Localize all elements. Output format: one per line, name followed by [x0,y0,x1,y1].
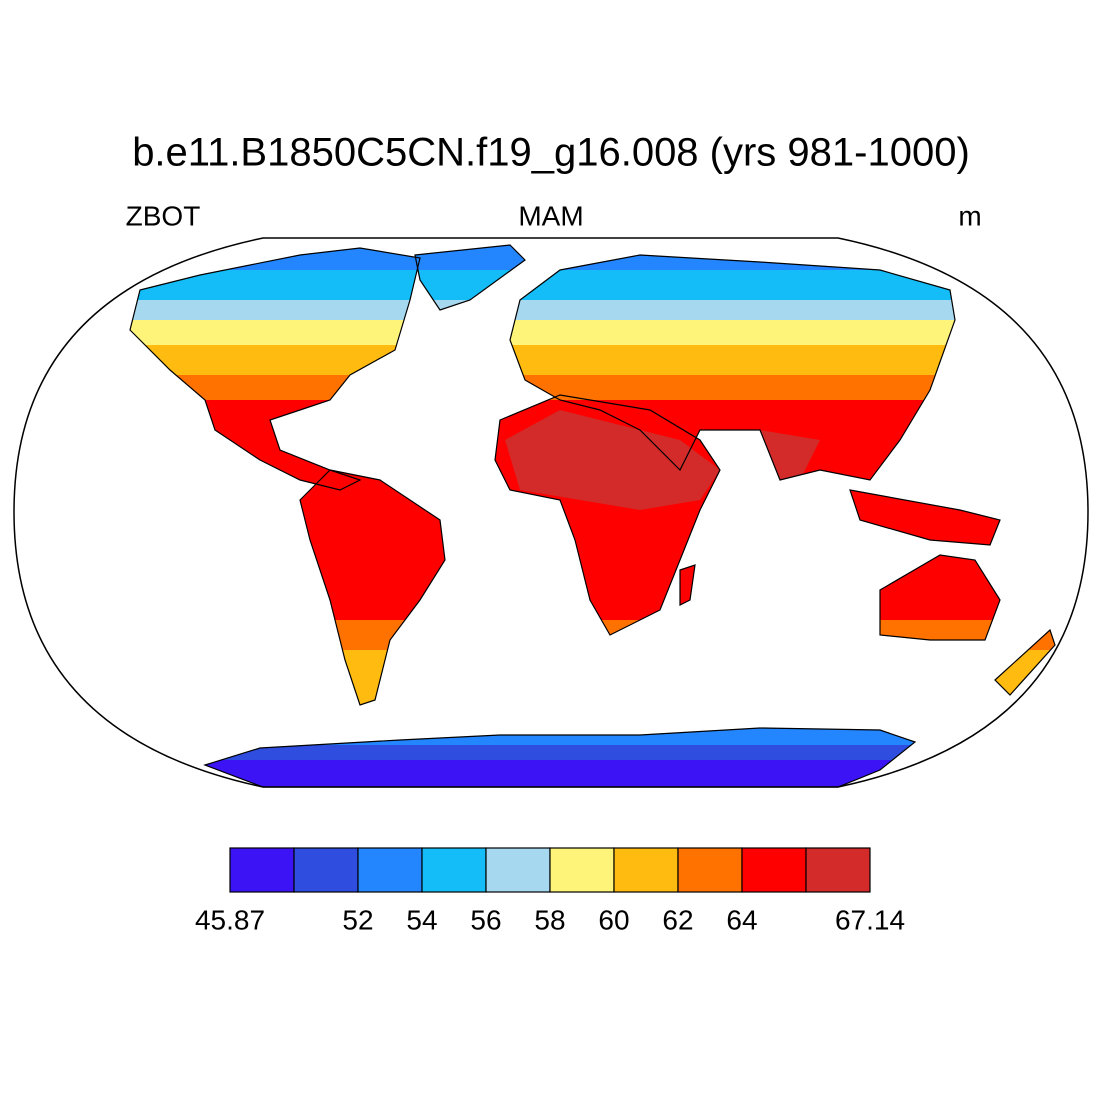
colorbar-label: 52 [342,904,373,935]
colorbar-label: 60 [598,904,629,935]
colorbar-label: 62 [662,904,693,935]
title: b.e11.B1850C5CN.f19_g16.008 (yrs 981-100… [132,131,970,175]
colorbar-label: 67.14 [835,904,905,935]
center-string: MAM [518,200,583,231]
colorbar-label: 64 [726,904,757,935]
colorbar-box [805,847,871,893]
colorbar-label: 45.87 [195,904,265,935]
colorbar-label: 54 [406,904,437,935]
right-string: m [958,200,981,231]
colorbar-box [677,847,743,893]
land-field [130,245,1055,787]
colorbar-box [613,847,679,893]
colorbar-box [549,847,615,893]
colorbar-box [293,847,359,893]
colorbar-label: 56 [470,904,501,935]
colorbar: 45.87 52 54 56 58 60 62 64 67.14 [195,847,905,935]
colorbar-box [741,847,807,893]
colorbar-box [485,847,551,893]
colorbar-label: 58 [534,904,565,935]
colorbar-box [421,847,487,893]
coastlines [129,244,1056,788]
left-string: ZBOT [126,200,201,231]
colorbar-box [357,847,423,893]
map-border [13,237,1089,788]
colorbar-box [229,847,295,893]
